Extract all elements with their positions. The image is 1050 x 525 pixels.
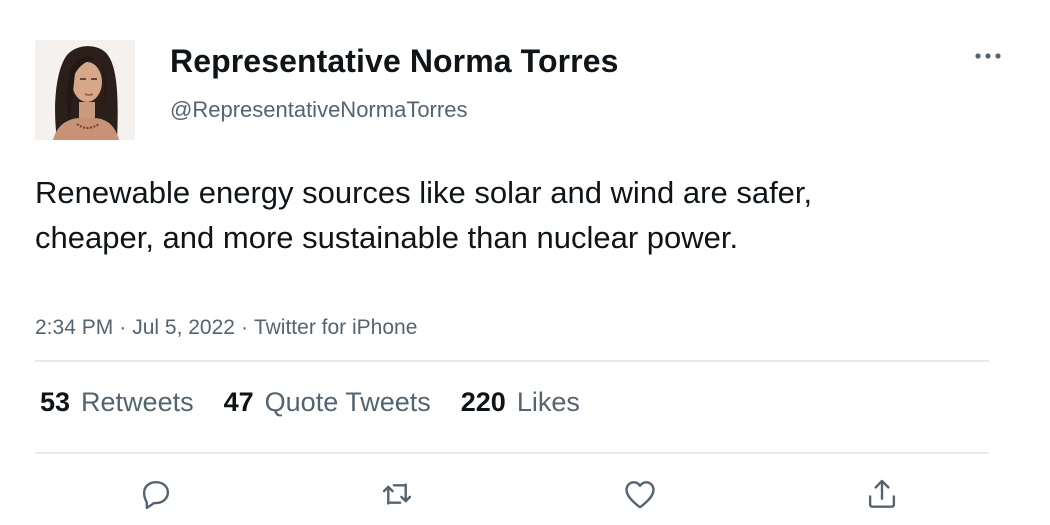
avatar[interactable] — [35, 40, 135, 140]
likes-stat[interactable]: 220 Likes — [461, 387, 580, 418]
more-dots-icon — [975, 53, 1001, 59]
display-name[interactable]: Representative Norma Torres — [170, 43, 619, 79]
tweet-date[interactable]: Jul 5, 2022 — [132, 316, 235, 339]
reply-bubble-icon — [142, 480, 170, 510]
action-bar — [0, 472, 1050, 516]
retweet-button[interactable] — [375, 472, 419, 516]
likes-label: Likes — [516, 387, 580, 417]
quote-tweets-stat[interactable]: 47 Quote Tweets — [224, 387, 431, 418]
engagement-stats: 53 Retweets 47 Quote Tweets 220 Likes — [40, 387, 610, 418]
tweet-source[interactable]: Twitter for iPhone — [253, 316, 418, 339]
user-handle[interactable]: @RepresentativeNormaTorres — [170, 97, 468, 122]
share-upload-icon — [868, 479, 896, 508]
retweets-label: Retweets — [81, 387, 194, 417]
retweets-count: 53 — [40, 387, 71, 417]
likes-count: 220 — [460, 387, 506, 417]
share-button[interactable] — [860, 472, 904, 516]
like-button[interactable] — [618, 472, 662, 516]
avatar-photo — [35, 40, 135, 140]
reply-button[interactable] — [134, 472, 178, 516]
more-options-button[interactable] — [968, 40, 1008, 72]
divider — [35, 360, 989, 362]
quote-tweets-label: Quote Tweets — [264, 387, 431, 417]
tweet-text: Renewable energy sources like solar and … — [35, 175, 813, 255]
retweet-arrows-icon — [382, 483, 412, 505]
tweet-meta: 2:34 PM · Jul 5, 2022 · Twitter for iPhone — [35, 316, 417, 340]
tweet-time[interactable]: 2:34 PM — [35, 316, 114, 339]
heart-icon — [625, 481, 655, 509]
retweets-stat[interactable]: 53 Retweets — [40, 387, 194, 418]
meta-separator: · — [240, 316, 248, 339]
quote-tweets-count: 47 — [223, 387, 254, 417]
divider — [35, 452, 989, 454]
meta-separator: · — [119, 316, 127, 339]
